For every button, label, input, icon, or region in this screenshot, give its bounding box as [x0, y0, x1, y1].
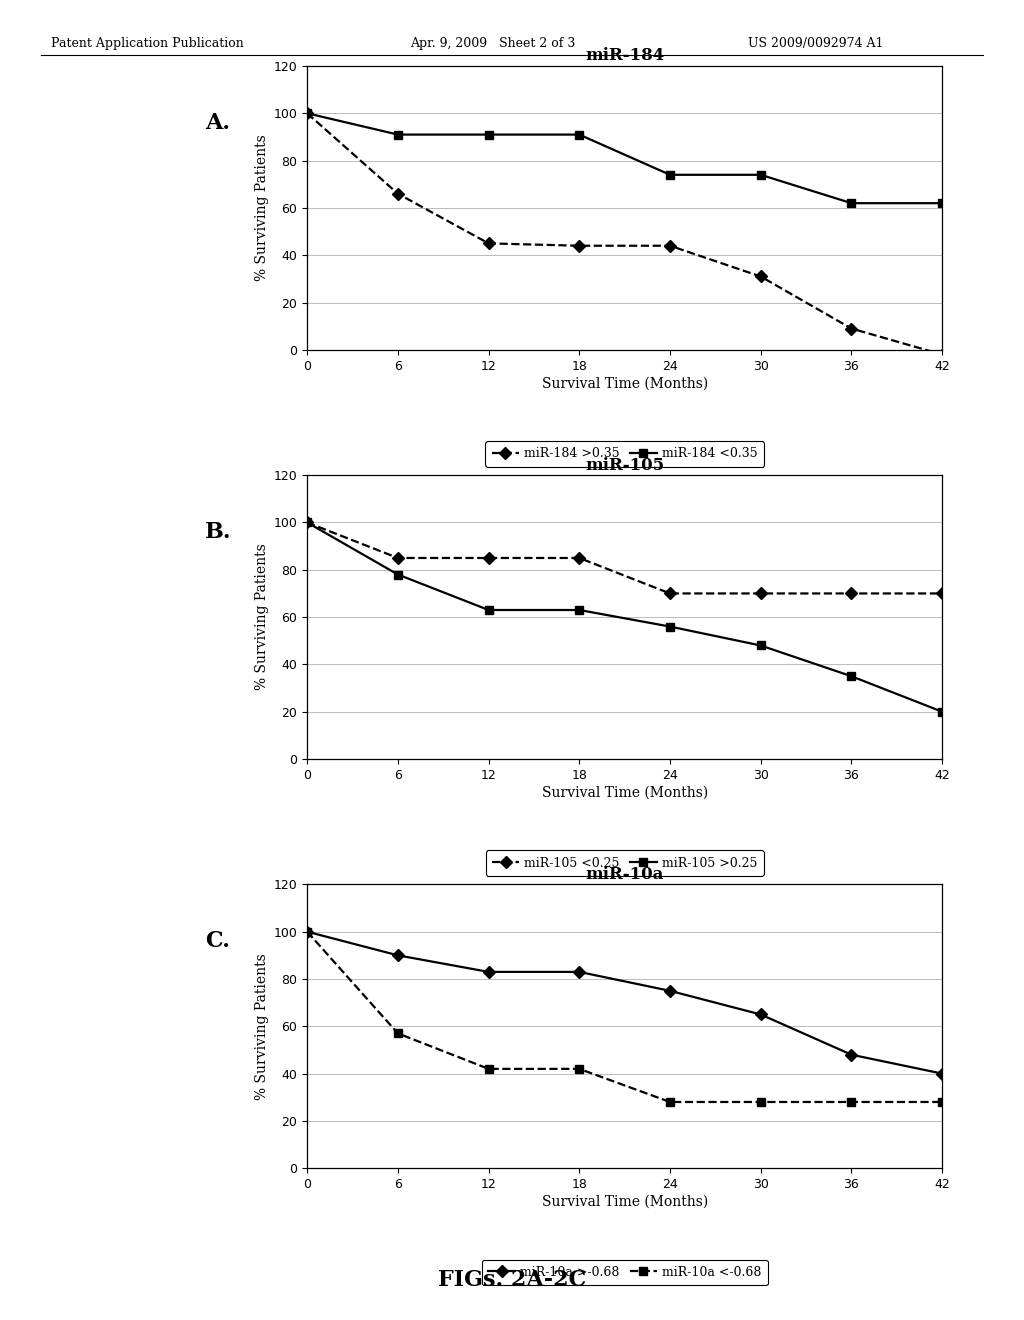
X-axis label: Survival Time (Months): Survival Time (Months) [542, 1195, 708, 1209]
Legend: miR-184 >0.35, miR-184 <0.35: miR-184 >0.35, miR-184 <0.35 [485, 441, 764, 467]
Text: Apr. 9, 2009   Sheet 2 of 3: Apr. 9, 2009 Sheet 2 of 3 [410, 37, 574, 50]
Title: miR-184: miR-184 [585, 48, 665, 65]
Text: C.: C. [205, 931, 229, 952]
Y-axis label: % Surviving Patients: % Surviving Patients [255, 544, 269, 690]
Y-axis label: % Surviving Patients: % Surviving Patients [255, 953, 269, 1100]
X-axis label: Survival Time (Months): Survival Time (Months) [542, 785, 708, 800]
Text: B.: B. [205, 521, 231, 543]
Text: US 2009/0092974 A1: US 2009/0092974 A1 [748, 37, 883, 50]
Text: Patent Application Publication: Patent Application Publication [51, 37, 244, 50]
Legend: miR-105 <0.25, miR-105 >0.25: miR-105 <0.25, miR-105 >0.25 [485, 850, 764, 876]
Text: A.: A. [205, 112, 229, 133]
X-axis label: Survival Time (Months): Survival Time (Months) [542, 376, 708, 391]
Text: FIGs. 2A-2C: FIGs. 2A-2C [438, 1269, 586, 1291]
Y-axis label: % Surviving Patients: % Surviving Patients [255, 135, 269, 281]
Title: miR-105: miR-105 [585, 457, 665, 474]
Legend: miR-10a >-0.68, miR-10a <-0.68: miR-10a >-0.68, miR-10a <-0.68 [481, 1259, 768, 1286]
Title: miR-10a: miR-10a [586, 866, 664, 883]
